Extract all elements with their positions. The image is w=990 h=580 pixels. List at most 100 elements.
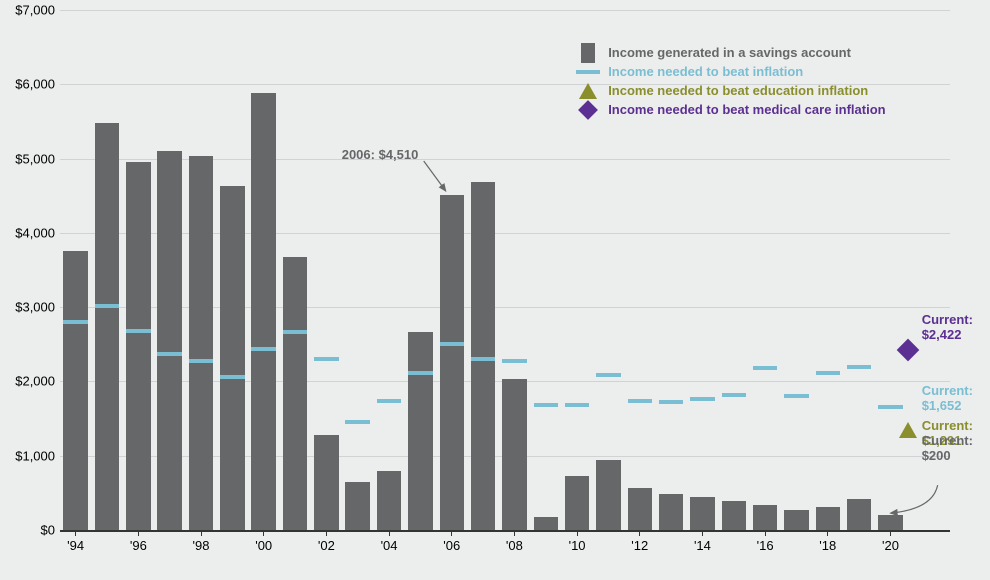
y-axis-tick-label: $6,000 [5,77,55,92]
medical-current-label: Current:$2,422 [922,312,973,342]
callout-2006-label: 2006: $4,510 [342,147,419,162]
bar [189,156,213,530]
x-axis-tick [451,530,452,536]
education-marker-triangle-icon [899,422,917,438]
x-axis-tick [514,530,515,536]
bar [565,476,589,530]
y-axis-tick-label: $1,000 [5,448,55,463]
x-axis-tick-label: '96 [130,538,147,553]
inflation-line-segment [628,399,652,403]
inflation-line-segment [95,304,119,308]
x-axis-tick-label: '12 [631,538,648,553]
x-axis-tick [639,530,640,536]
bar [377,471,401,530]
inflation-line-segment [440,342,464,346]
inflation-line-segment [659,400,683,404]
x-axis-tick [138,530,139,536]
inflation-line-segment [534,403,558,407]
x-axis-tick-label: '98 [193,538,210,553]
x-axis-tick-label: '00 [255,538,272,553]
x-axis-tick [577,530,578,536]
legend-item-inflation: Income needed to beat inflation [576,64,885,79]
x-axis-tick [890,530,891,536]
inflation-line-segment [471,357,495,361]
bar [251,93,275,530]
legend-label: Income generated in a savings account [608,45,851,60]
inflation-line-segment [345,420,369,424]
inflation-line-segment [157,352,181,356]
x-axis-tick [201,530,202,536]
x-axis-tick [827,530,828,536]
bar [408,332,432,530]
y-axis-tick-label: $4,000 [5,225,55,240]
x-axis-tick-label: '14 [694,538,711,553]
bar [314,435,338,530]
x-axis-tick [765,530,766,536]
x-axis-tick-label: '02 [318,538,335,553]
legend: Income generated in a savings account In… [576,45,885,121]
x-axis-tick-label: '08 [506,538,523,553]
inflation-line-segment [753,366,777,370]
bar [659,494,683,530]
bar [847,499,871,530]
bar [878,515,902,530]
legend-item-education: Income needed to beat education inflatio… [576,83,885,98]
y-axis-tick-label: $5,000 [5,151,55,166]
bar [690,497,714,530]
inflation-line-segment [690,397,714,401]
x-axis-tick-label: '18 [819,538,836,553]
inflation-line-segment [314,357,338,361]
bar [345,482,369,530]
inflation-line-segment [784,394,808,398]
diamond-swatch-icon [576,103,600,117]
bars-current-label: Current:$200 [922,433,973,463]
legend-label: Income needed to beat education inflatio… [608,83,868,98]
line-swatch-icon [576,65,600,79]
inflation-line-segment [816,371,840,375]
inflation-line-segment [63,320,87,324]
inflation-line-segment [565,403,589,407]
inflation-current-label: Current:$1,652 [922,383,973,413]
bar [63,251,87,530]
y-axis-tick-label: $0 [5,523,55,538]
triangle-swatch-icon [576,84,600,98]
x-axis-tick-label: '16 [757,538,774,553]
bar [628,488,652,530]
bar [220,186,244,530]
x-axis-tick-label: '04 [381,538,398,553]
inflation-line-segment [722,393,746,397]
bar [816,507,840,530]
x-axis-tick-label: '10 [569,538,586,553]
inflation-line-segment [377,399,401,403]
y-axis-tick-label: $3,000 [5,300,55,315]
bar [722,501,746,530]
inflation-line-segment [502,359,526,363]
inflation-line-segment [251,347,275,351]
bar [157,151,181,530]
x-axis-tick [702,530,703,536]
x-axis-tick [75,530,76,536]
inflation-line-segment [126,329,150,333]
inflation-line-segment [189,359,213,363]
x-axis-tick-label: '06 [443,538,460,553]
bar [126,162,150,530]
x-axis-tick [326,530,327,536]
inflation-line-segment [220,375,244,379]
bar [95,123,119,530]
x-axis-tick [389,530,390,536]
x-axis-tick-label: '20 [882,538,899,553]
y-axis-tick-label: $2,000 [5,374,55,389]
legend-label: Income needed to beat inflation [608,64,803,79]
bar [471,182,495,530]
inflation-line-segment [283,330,307,334]
x-axis-tick [263,530,264,536]
medical-marker-diamond-icon [896,339,919,362]
y-axis-tick-label: $7,000 [5,3,55,18]
legend-label: Income needed to beat medical care infla… [608,102,885,117]
inflation-line-segment [847,365,871,369]
legend-item-bars: Income generated in a savings account [576,45,885,60]
gridline [60,10,950,11]
legend-item-medical: Income needed to beat medical care infla… [576,102,885,117]
inflation-line-segment [878,405,902,409]
bar [534,517,558,530]
